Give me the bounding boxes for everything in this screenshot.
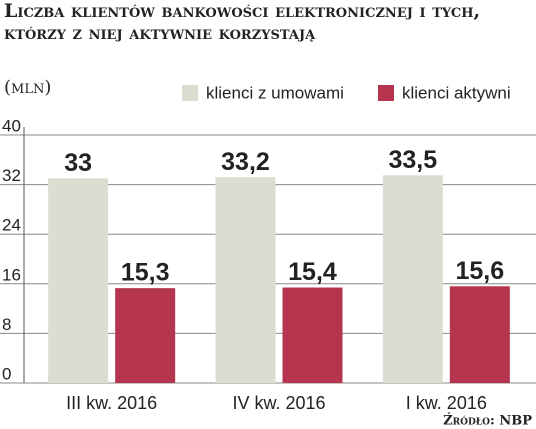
x-tick-label: III kw. 2016 [66, 393, 157, 413]
y-tick-label: 40 [2, 116, 21, 135]
value-label: 33,5 [388, 146, 437, 174]
x-tick-label: IV kw. 2016 [232, 393, 325, 413]
value-label: 15,6 [455, 257, 504, 285]
value-label: 33,2 [221, 148, 270, 176]
chart-subtitle: (mln) [4, 77, 51, 98]
bar [215, 177, 276, 383]
value-label: 33 [64, 149, 92, 177]
x-tick-label: I kw. 2016 [406, 393, 487, 413]
bar [282, 287, 343, 383]
y-tick-label: 32 [2, 166, 21, 185]
y-tick-label: 16 [2, 265, 21, 284]
source: Źródło: NBP [443, 413, 532, 429]
bar [382, 175, 443, 383]
legend-label: klienci z umowami [206, 83, 344, 102]
bar [115, 288, 176, 383]
y-tick-label: 24 [2, 216, 21, 235]
chart-title: Liczba klientów bankowości elektroniczne… [4, 0, 481, 44]
value-label: 15,3 [121, 259, 170, 287]
y-tick-label: 0 [2, 364, 11, 383]
y-tick-label: 8 [2, 315, 11, 334]
bar [449, 286, 510, 383]
value-label: 15,4 [288, 258, 337, 286]
bar [48, 178, 109, 383]
legend-swatch [182, 85, 198, 101]
legend-label: klienci aktywni [402, 83, 511, 102]
legend-swatch [378, 85, 394, 101]
